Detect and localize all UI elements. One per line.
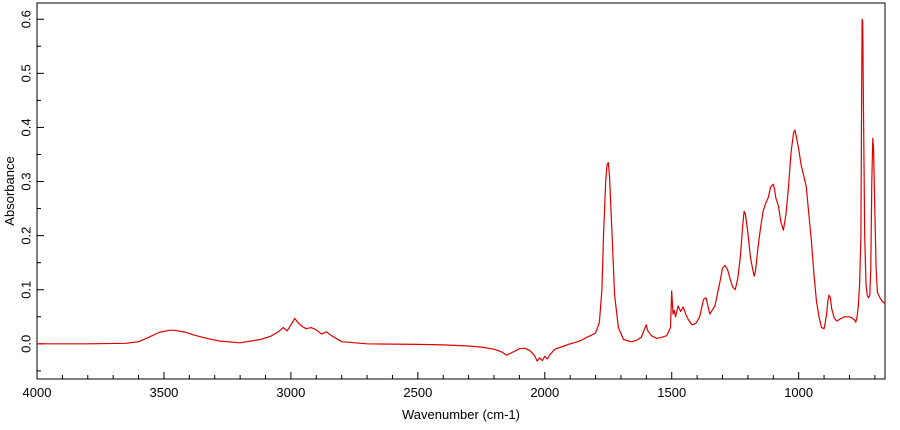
x-tick-label: 1000 xyxy=(784,385,813,400)
x-axis: 4000 3500 3000 2500 2000 1500 1000 xyxy=(23,372,876,400)
y-tick-label: 0.0 xyxy=(18,335,33,353)
x-tick-label: 2500 xyxy=(403,385,432,400)
y-axis-label: Absorbance xyxy=(2,156,17,225)
y-tick-label: 0.6 xyxy=(18,10,33,28)
y-tick-label: 0.1 xyxy=(18,281,33,299)
plot-frame xyxy=(36,2,886,380)
spectrum-line xyxy=(37,18,886,362)
x-axis-label: Wavenumber (cm-1) xyxy=(402,407,520,422)
y-axis: 0.0 0.1 0.2 0.3 0.4 0.5 0.6 xyxy=(18,10,44,372)
y-tick-label: 0.3 xyxy=(18,172,33,190)
y-tick-label: 0.2 xyxy=(18,227,33,245)
x-tick-label: 3000 xyxy=(276,385,305,400)
x-tick-label: 4000 xyxy=(23,385,52,400)
x-tick-label: 3500 xyxy=(149,385,178,400)
y-tick-label: 0.4 xyxy=(18,118,33,136)
y-tick-label: 0.5 xyxy=(18,64,33,82)
series-layer xyxy=(37,18,886,362)
x-tick-label: 2000 xyxy=(530,385,559,400)
x-tick-label: 1500 xyxy=(657,385,686,400)
